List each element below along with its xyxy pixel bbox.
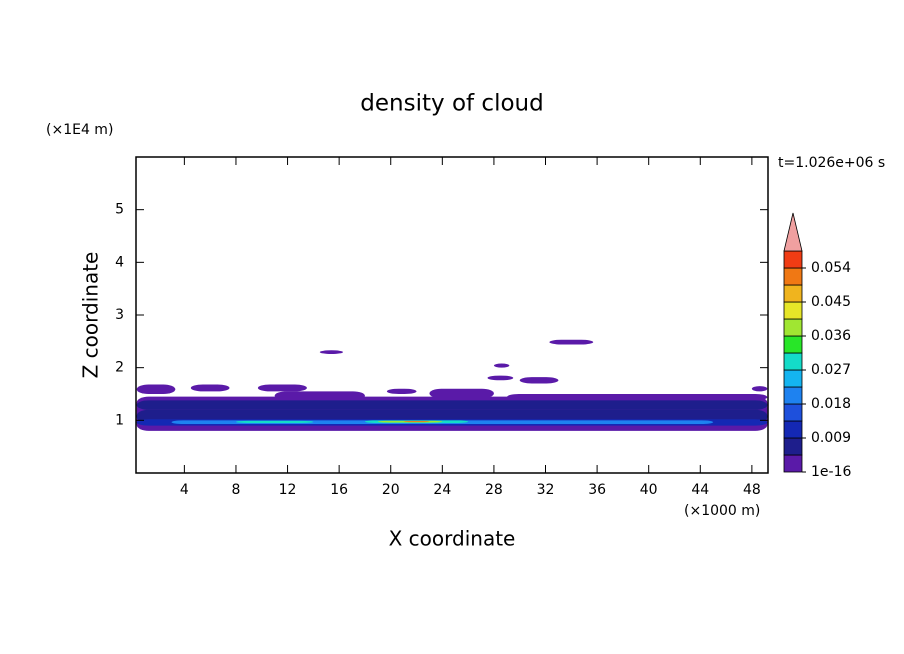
contour-region <box>506 394 768 401</box>
x-tick-label: 12 <box>279 482 297 498</box>
contour-region <box>136 400 768 410</box>
colorbar-tick-label: 0.018 <box>811 396 851 412</box>
contour-region <box>429 388 494 399</box>
contour-region <box>549 339 594 345</box>
x-axis-label: X coordinate <box>389 527 516 551</box>
y-unit: (×1E4 m) <box>46 122 113 138</box>
contour-region <box>190 384 230 392</box>
x-tick-label: 28 <box>485 482 503 498</box>
colorbar-box <box>783 267 803 286</box>
x-tick-label: 20 <box>382 482 400 498</box>
x-tick-label: 36 <box>588 482 606 498</box>
y-tick-label: 1 <box>115 412 124 428</box>
x-tick-label: 16 <box>330 482 348 498</box>
colorbar-tick-label: 1e-16 <box>811 464 851 480</box>
x-tick-label: 48 <box>743 482 761 498</box>
contour-region <box>136 384 176 394</box>
x-tick-label: 4 <box>180 482 189 498</box>
time-label: t=1.026e+06 s <box>778 155 885 171</box>
colorbar-tick-label: 0.054 <box>811 260 851 276</box>
colorbar-tick-label: 0.009 <box>811 430 851 446</box>
chart-title: density of cloud <box>360 91 543 117</box>
colorbar-box <box>783 369 803 388</box>
contour-field <box>136 339 768 431</box>
colorbar-box <box>783 250 803 269</box>
colorbar-box <box>783 386 803 405</box>
y-axis-label: Z coordinate <box>79 252 103 379</box>
colorbar-box <box>783 454 803 473</box>
colorbar-tick-label: 0.045 <box>811 294 851 310</box>
contour-region <box>274 391 365 401</box>
x-tick-label: 44 <box>691 482 709 498</box>
x-tick-label: 24 <box>433 482 451 498</box>
colorbar-tick-label: 0.036 <box>811 328 851 344</box>
x-tick-label: 40 <box>640 482 658 498</box>
x-tick-label: 8 <box>231 482 240 498</box>
y-tick-label: 3 <box>115 307 124 323</box>
y-tick-label: 5 <box>115 202 124 218</box>
colorbar-box <box>783 403 803 422</box>
y-tick-label: 2 <box>115 360 124 376</box>
contour-region <box>319 350 344 354</box>
x-unit: (×1000 m) <box>684 503 760 519</box>
colorbar-box <box>783 437 803 456</box>
contour-region <box>751 386 768 392</box>
colorbar-box <box>783 352 803 371</box>
colorbar-extend <box>783 212 803 252</box>
contour-region <box>403 421 430 423</box>
colorbar-box <box>783 318 803 337</box>
x-tick-label: 32 <box>537 482 555 498</box>
contour-region <box>487 375 514 381</box>
colorbar-box <box>783 420 803 439</box>
contour-region <box>386 388 417 394</box>
contour-region <box>493 363 510 368</box>
contour-region <box>235 420 314 423</box>
colorbar-box <box>783 335 803 354</box>
colorbar-box <box>783 284 803 303</box>
y-tick-label: 4 <box>115 254 124 270</box>
colorbar-box <box>783 301 803 320</box>
contour-region <box>257 384 307 392</box>
contour-region <box>519 377 559 384</box>
colorbar-tick-label: 0.027 <box>811 362 851 378</box>
